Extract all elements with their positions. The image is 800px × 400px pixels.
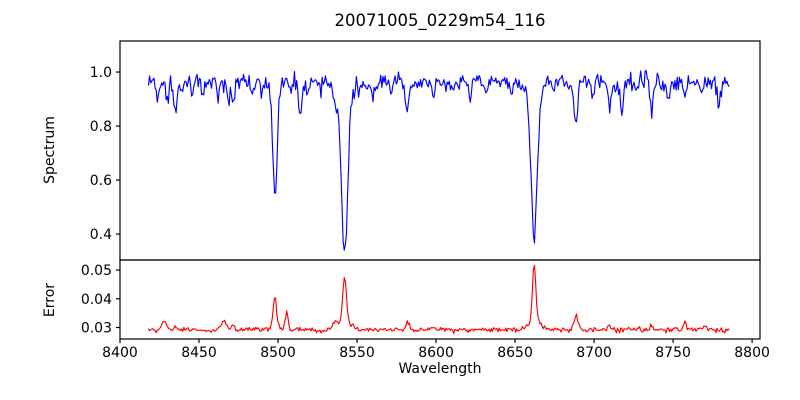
error-y-tick-label: 0.03 [81,321,112,337]
error-panel-frame [119,259,761,340]
chart-title: 20071005_0229m54_116 [334,11,546,30]
x-tick-label: 8550 [339,345,375,361]
x-tick-label: 8450 [181,345,217,361]
spectrum-y-tick-label: 0.6 [90,173,112,189]
spectrum-panel-frame [119,40,761,261]
x-tick-label: 8600 [418,345,454,361]
x-tick-label: 8500 [260,345,296,361]
x-tick-label: 8650 [497,345,533,361]
error-line [147,264,730,335]
x-tick-label: 8400 [102,345,138,361]
spectrum-y-tick-label: 0.8 [90,119,112,135]
x-tick-label: 8700 [576,345,612,361]
x-tick-label: 8750 [655,345,691,361]
error-y-tick-label: 0.05 [81,263,112,279]
spectrum-y-tick-label: 0.4 [90,227,112,243]
error-y-tick-label: 0.04 [81,292,112,308]
x-axis-label: Wavelength [398,361,482,377]
spectrum-y-tick-label: 1.0 [90,65,112,81]
x-tick-label: 8800 [734,345,770,361]
spectrum-line [147,70,730,251]
